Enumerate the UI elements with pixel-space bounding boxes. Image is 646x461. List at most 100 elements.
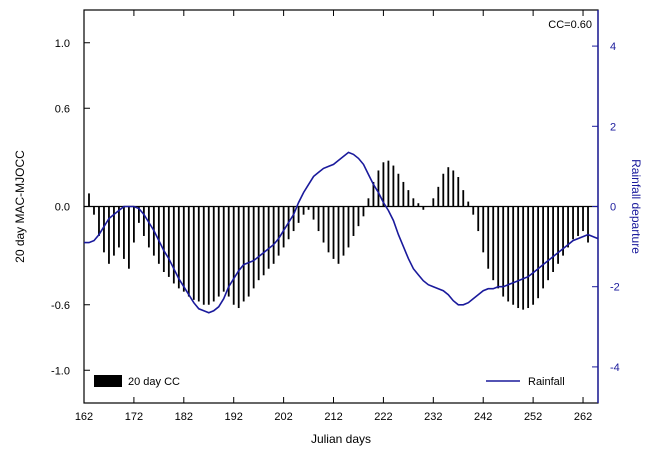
cc-bar [472,206,475,215]
cc-bar [103,206,105,253]
cc-bar [452,170,455,207]
cc-bar [427,206,430,207]
x-tick-label: 192 [225,411,243,423]
cc-bar [382,162,385,207]
cc-bar [98,206,100,236]
cc-bar [332,206,335,259]
x-tick-label: 232 [424,411,442,423]
cc-bar [282,206,285,248]
cc-bar [182,206,185,292]
y2-tick-label: 2 [610,121,616,133]
cc-bar [392,165,395,207]
y2-tick-label: 4 [610,41,616,53]
cc-bar [257,206,260,281]
y-tick-label: 1.0 [55,38,70,50]
cc-bar [108,206,110,264]
legend: 20 day CC Rainfall [94,375,565,388]
cc-bar [212,206,215,302]
cc-bar [93,206,95,215]
cc-bar [422,206,425,210]
cc-bar [582,206,584,232]
cc-bar [487,206,490,269]
x-tick-label: 182 [175,411,193,423]
rainfall-line [84,151,599,314]
cc-bar [128,206,130,269]
cc-bar [412,198,415,207]
cc-bar [432,198,435,207]
cc-bar [252,206,255,289]
y-tick-label: 0.6 [55,103,70,115]
cc-bar [197,206,200,302]
cc-bar [557,206,559,264]
cc-bar [402,181,405,207]
y2-axis-label: Rainfall departure [629,159,643,254]
cc-bar [187,206,190,297]
cc-bar [532,206,535,305]
cc-bar [157,206,160,264]
cc-bar [462,190,465,207]
cc-bar [327,206,330,253]
cc-bar [367,198,370,207]
y-tick-label: -1.0 [51,365,70,377]
y-axis-label: 20 day MAC-MJOCC [13,150,27,263]
x-tick-label: 162 [75,411,93,423]
cc-bar [227,206,230,297]
cc-bar [587,206,589,243]
cc-bar [417,203,420,207]
x-tick-label: 202 [274,411,292,423]
cc-bar [162,206,165,272]
cc-bar [142,206,145,236]
cc-bar [397,173,400,207]
cc-bar [297,206,300,223]
cc-bar [118,206,120,248]
cc-bar [507,206,510,302]
cc-bar [337,206,340,264]
cc-bar [177,206,180,289]
cc-bar [562,206,564,256]
y2-tick-label: 0 [610,202,616,214]
cc-bar [482,206,485,253]
cc-bar [567,206,569,248]
cc-bar [133,206,135,243]
cc-bar [207,206,210,305]
ticks-layer: 162 172 182 192 202 212 222 232 242 252 262 1.0 0.6 0… [51,10,620,423]
cc-bar [202,206,205,305]
cc-bar [192,206,195,300]
cc-bar [217,206,220,297]
cc-bar [552,206,554,272]
cc-bar [407,190,410,207]
cc-bar [137,206,140,223]
bars-layer [88,160,589,310]
cc-bar [357,206,360,227]
cc-bar [352,206,355,236]
cc-bar [457,177,460,207]
y-tick-label: -0.6 [51,300,70,312]
x-tick-label: 172 [125,411,143,423]
cc-bar [522,206,525,310]
cc-bar [572,206,574,240]
cc-bar [272,206,275,264]
cc-bar [147,206,150,248]
x-tick-label: 242 [474,411,492,423]
x-tick-label: 222 [374,411,392,423]
cc-bar [322,206,325,243]
x-tick-label: 262 [574,411,592,423]
cc-bar [372,181,375,207]
cc-bar [437,186,440,207]
cc-bar [277,206,280,256]
cc-bar [477,206,480,232]
cc-bar [542,206,545,289]
legend-bar-swatch [94,375,122,387]
legend-bar-label: 20 day CC [128,376,180,388]
cc-bar [342,206,345,256]
cc-bar [537,206,540,299]
cc-bar [267,206,270,269]
cc-bar [362,206,365,217]
y2-tick-label: -2 [610,282,620,294]
cc-bar [317,206,320,232]
cc-bar [577,206,579,236]
cc-bar [387,160,390,207]
cc-bar [237,206,240,309]
y-tick-label: 0.0 [55,202,70,214]
